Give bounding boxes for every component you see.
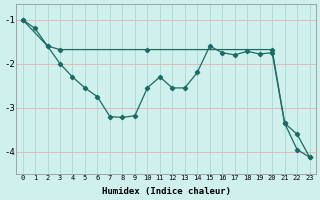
X-axis label: Humidex (Indice chaleur): Humidex (Indice chaleur) xyxy=(101,187,231,196)
